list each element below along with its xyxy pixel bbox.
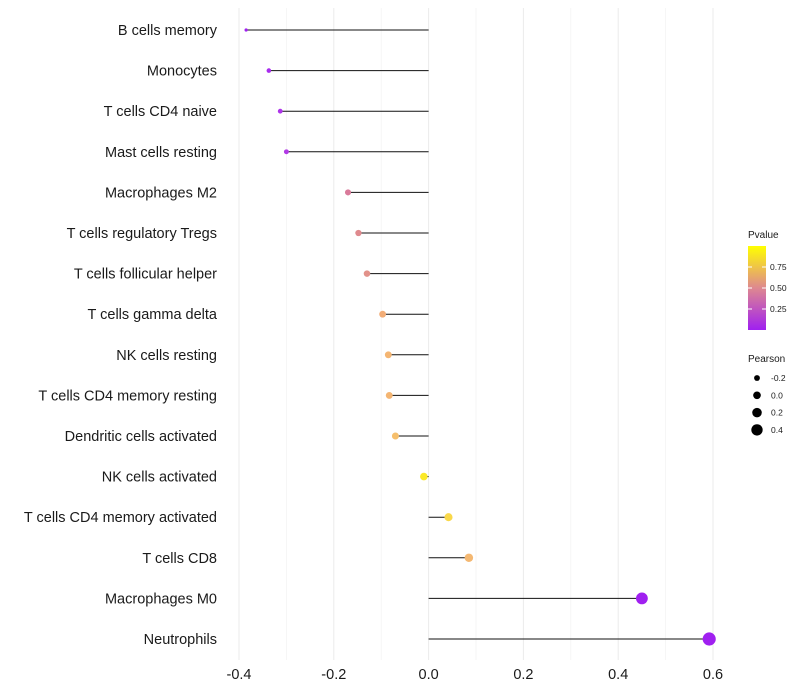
x-tick-label: 0.0 [419, 667, 439, 683]
y-category-label: Neutrophils [144, 632, 217, 648]
y-category-label: NK cells activated [102, 470, 217, 486]
pearson-legend: Pearson -0.2 0.0 0.2 0.4 [748, 354, 786, 436]
y-category-label: T cells CD8 [142, 551, 217, 567]
y-category-label: Dendritic cells activated [65, 429, 217, 445]
x-tick-label: 0.4 [608, 667, 628, 683]
lollipop-point [444, 513, 453, 522]
y-category-label: T cells follicular helper [74, 267, 217, 283]
pvalue-tick-label: 0.25 [770, 304, 787, 314]
pvalue-legend-title: Pvalue [748, 230, 779, 241]
lollipop-point [363, 270, 371, 277]
lollipop-point [420, 472, 428, 481]
pvalue-legend: Pvalue 0.75 0.50 0.25 [748, 230, 787, 330]
pearson-size-dot [752, 407, 762, 418]
y-category-label: T cells CD4 memory activated [24, 510, 217, 526]
grid-layer [238, 8, 714, 660]
lollipop-point [384, 351, 392, 359]
pearson-size-label: -0.2 [771, 373, 786, 383]
y-category-label: T cells gamma delta [88, 307, 218, 323]
y-axis-labels: B cells memory Monocytes T cells CD4 naive… [24, 23, 218, 648]
lollipop-point [277, 108, 283, 114]
lollipop-point [391, 432, 399, 440]
lollipop-point [379, 310, 387, 318]
pearson-size-dot [753, 391, 761, 400]
pvalue-tick-label: 0.50 [770, 283, 787, 293]
x-tick-label: 0.2 [513, 667, 533, 683]
pearson-size-label: 0.0 [771, 390, 783, 400]
pearson-size-dot [751, 424, 763, 436]
y-category-label: T cells regulatory Tregs [67, 226, 217, 242]
x-tick-label: -0.2 [321, 667, 346, 683]
lollipop-point [635, 592, 648, 605]
y-category-label: T cells CD4 memory resting [38, 388, 217, 404]
x-tick-label: 0.6 [703, 667, 723, 683]
y-category-label: Mast cells resting [105, 145, 217, 161]
pearson-size-label: 0.4 [771, 425, 783, 435]
y-category-label: T cells CD4 naive [104, 104, 217, 120]
y-category-label: Macrophages M2 [105, 185, 217, 201]
y-category-label: NK cells resting [116, 348, 217, 364]
lollipop-point [266, 68, 272, 73]
pearson-size-label: 0.2 [771, 408, 783, 418]
pvalue-tick-label: 0.75 [770, 262, 787, 272]
lollipop-point [355, 229, 362, 237]
lollipop-point [344, 189, 352, 196]
pvalue-colorbar [748, 246, 766, 330]
lollipop-point [464, 553, 474, 563]
y-category-label: B cells memory [118, 23, 218, 39]
x-axis-ticks: -0.4 -0.2 0.0 0.2 0.4 0.6 [227, 667, 724, 683]
lollipop-point [385, 391, 393, 399]
point-layer [244, 28, 716, 646]
lollipop-point [244, 28, 248, 32]
y-category-label: Monocytes [147, 64, 217, 80]
stem-layer [246, 29, 710, 640]
y-category-label: Macrophages M0 [105, 591, 217, 607]
lollipop-point [283, 149, 289, 155]
x-tick-label: -0.4 [227, 667, 252, 683]
pearson-size-dot [754, 375, 760, 381]
pearson-legend-title: Pearson [748, 354, 785, 365]
lollipop-point [702, 632, 716, 646]
